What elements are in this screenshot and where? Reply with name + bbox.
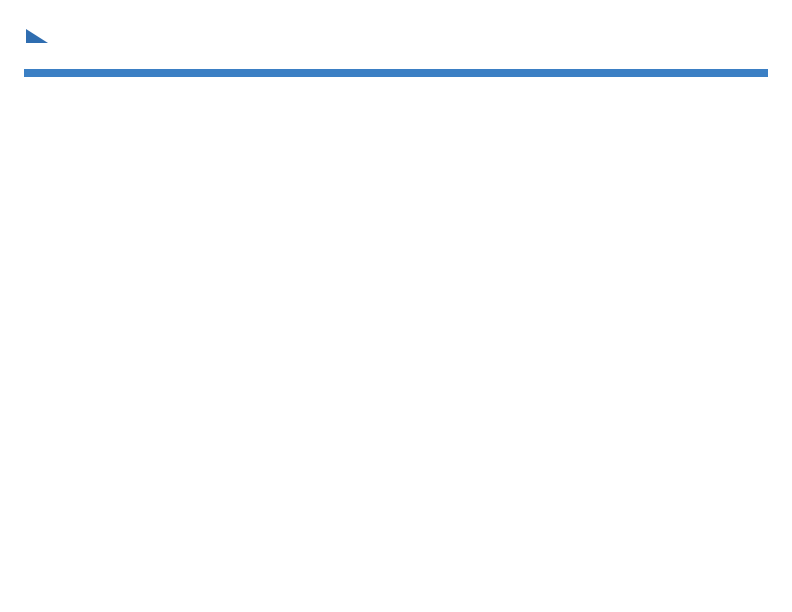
weekday-header (449, 69, 555, 77)
logo-triangle-icon (26, 29, 48, 43)
weekday-header (662, 69, 768, 77)
calendar-table (24, 69, 768, 77)
weekday-header (343, 69, 449, 77)
weekday-header (130, 69, 236, 77)
weekday-header (555, 69, 661, 77)
logo (24, 20, 48, 51)
weekday-header-row (24, 69, 768, 77)
header (24, 20, 768, 51)
weekday-header (237, 69, 343, 77)
weekday-header (24, 69, 130, 77)
